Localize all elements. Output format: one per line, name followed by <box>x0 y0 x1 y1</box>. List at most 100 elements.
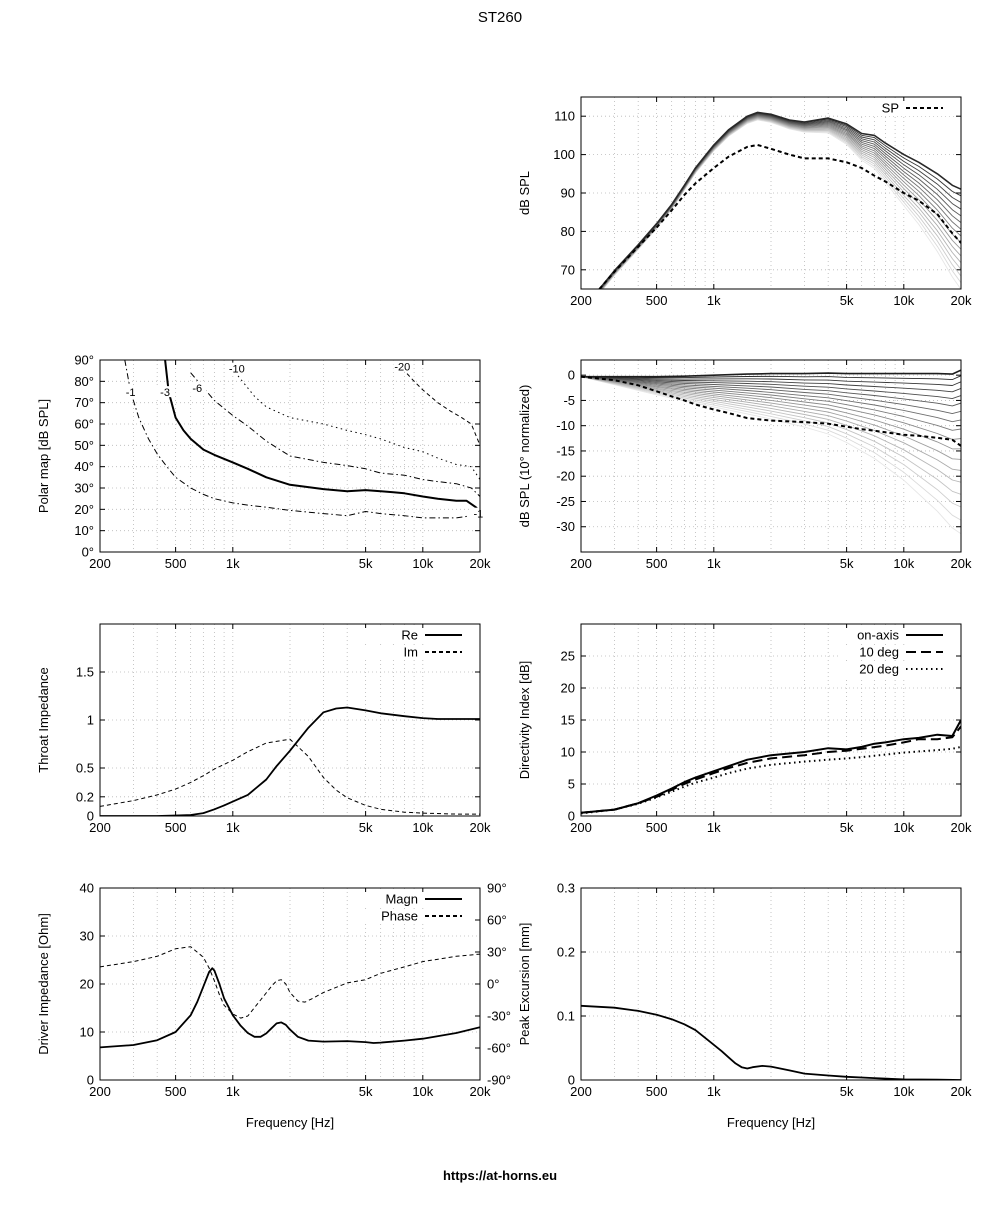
y-tick-label: 0 <box>87 1073 94 1088</box>
legend-label: SP <box>882 101 899 116</box>
y-tick-label: 30 <box>80 929 94 944</box>
footer-url: https://at-horns.eu <box>442 1168 558 1183</box>
x-tick-label: 5k <box>359 1084 373 1099</box>
x-tick-label: 5k <box>359 556 373 571</box>
series-line-on-axis <box>581 719 961 814</box>
x-tick-label: 5k <box>840 820 854 835</box>
normalized-curve <box>581 376 961 386</box>
chart-polar-map: 200 500 1k 5k 10k 20k 0° 10° 20° 30° 40° 50° 60° 70° 8… <box>36 353 491 572</box>
polar-curve <box>600 115 961 289</box>
x-tick-label: 500 <box>165 1084 187 1099</box>
x-tick-label: 5k <box>840 1084 854 1099</box>
chart-peak-excursion: 200 500 1k 5k 10k 20k 0 0.1 0.2 0.3 Peak Excursion… <box>517 881 972 1131</box>
contour-label: -1 <box>473 509 483 521</box>
plot-area <box>598 111 961 289</box>
x-tick-label: 20k <box>951 556 972 571</box>
chart-normalized: 200 500 1k 5k 10k 20k 0 -5 -10 -15 -20 -25 -30 dB SPL… <box>517 359 972 571</box>
x-tick-label: 10k <box>893 1084 914 1099</box>
x-tick-label: 5k <box>840 556 854 571</box>
polar-curve <box>602 118 961 289</box>
legend-label: Im <box>404 645 418 660</box>
y-tick-label: 90 <box>561 186 575 201</box>
y2-tick-label: 90° <box>487 881 507 896</box>
x-axis-label: Frequency [Hz] <box>246 1115 334 1130</box>
x-tick-label: 5k <box>359 820 373 835</box>
legend-bg <box>360 892 475 907</box>
contour-label-bg <box>393 360 412 372</box>
contour-label-bg <box>121 386 140 398</box>
x-tick-label: 200 <box>89 556 111 571</box>
contour-label-bg <box>188 381 207 393</box>
legend-label: Phase <box>381 909 418 924</box>
plot-frame <box>580 887 962 1081</box>
y-tick-label: 0 <box>568 1073 575 1088</box>
y-tick-label: 0.2 <box>76 789 94 804</box>
x-tick-label: 20k <box>470 556 491 571</box>
y2-tick-label: 30° <box>487 945 507 960</box>
normalized-curve <box>581 376 961 535</box>
normalized-curve <box>581 376 961 415</box>
legend-label: Magn <box>385 892 418 907</box>
series-line-phase <box>100 946 480 1019</box>
chart-throat-impedance: 200 500 1k 5k 10k 20k 0 0.2 0.5 1 1.5 Throat Impeda… <box>36 623 491 835</box>
y-tick-label: 0.5 <box>76 761 94 776</box>
y-tick-label: 0° <box>82 545 94 560</box>
x-tick-label: 10k <box>412 820 433 835</box>
y-tick-label: -30 <box>556 519 575 534</box>
x-tick-label: 1k <box>707 1084 721 1099</box>
y-tick-label: 80° <box>74 374 94 389</box>
x-tick-label: 20k <box>951 1084 972 1099</box>
y-tick-label: 0.2 <box>557 945 575 960</box>
y-tick-label: -25 <box>556 494 575 509</box>
y2-tick-label: -30° <box>487 1009 511 1024</box>
y-tick-label: -10 <box>556 418 575 433</box>
legend-label: 10 deg <box>859 645 899 660</box>
chart-directivity-index: 200 500 1k 5k 10k 20k 0 5 10 15 20 25 Directivity In… <box>517 623 972 835</box>
contour-label-bg <box>227 362 246 374</box>
y-tick-label: 30° <box>74 481 94 496</box>
y-axis-label: Directivity Index [dB] <box>517 661 532 780</box>
y-tick-label: 40 <box>80 881 94 896</box>
y-tick-label: 80 <box>561 224 575 239</box>
x-tick-label: 500 <box>646 820 668 835</box>
normalized-curve <box>581 376 961 495</box>
y-tick-label: 25 <box>561 649 575 664</box>
y-tick-label: 100 <box>553 147 575 162</box>
normalized-curve <box>581 376 961 393</box>
x-tick-label: 10k <box>412 1084 433 1099</box>
normalized-curve <box>581 376 961 407</box>
polar-curve <box>599 112 961 289</box>
y-axis-label: Polar map [dB SPL] <box>36 399 51 513</box>
plot-area <box>581 719 961 815</box>
y-tick-label: 0 <box>87 809 94 824</box>
plot-area <box>100 706 480 816</box>
y-tick-label: 0 <box>568 368 575 383</box>
x-tick-label: 200 <box>570 820 592 835</box>
x-tick-label: 20k <box>951 820 972 835</box>
x-tick-label: 5k <box>840 293 854 308</box>
legend-bg <box>841 101 956 116</box>
x-tick-label: 10k <box>893 556 914 571</box>
series-line-10-deg <box>581 725 961 814</box>
y-tick-label: 20 <box>561 681 575 696</box>
normalized-curve <box>581 375 961 381</box>
y-tick-label: 5 <box>568 777 575 792</box>
y2-tick-label: 0° <box>487 977 499 992</box>
series-line-sp <box>598 144 961 289</box>
legend-label: on-axis <box>857 628 899 643</box>
y-tick-label: 20 <box>80 977 94 992</box>
legend-bg <box>841 645 956 660</box>
y-tick-label: 110 <box>554 109 575 124</box>
y2-tick-label: -90° <box>487 1073 511 1088</box>
y-axis-label: Peak Excursion [mm] <box>517 923 532 1046</box>
y-tick-label: 15 <box>561 713 575 728</box>
x-tick-label: 20k <box>470 820 491 835</box>
x-tick-label: 10k <box>893 293 914 308</box>
legend: Magn Phase <box>360 892 475 924</box>
y-tick-label: 40° <box>74 459 94 474</box>
plot-area <box>581 1004 961 1080</box>
x-tick-label: 1k <box>226 556 240 571</box>
normalized-curve <box>581 376 961 400</box>
